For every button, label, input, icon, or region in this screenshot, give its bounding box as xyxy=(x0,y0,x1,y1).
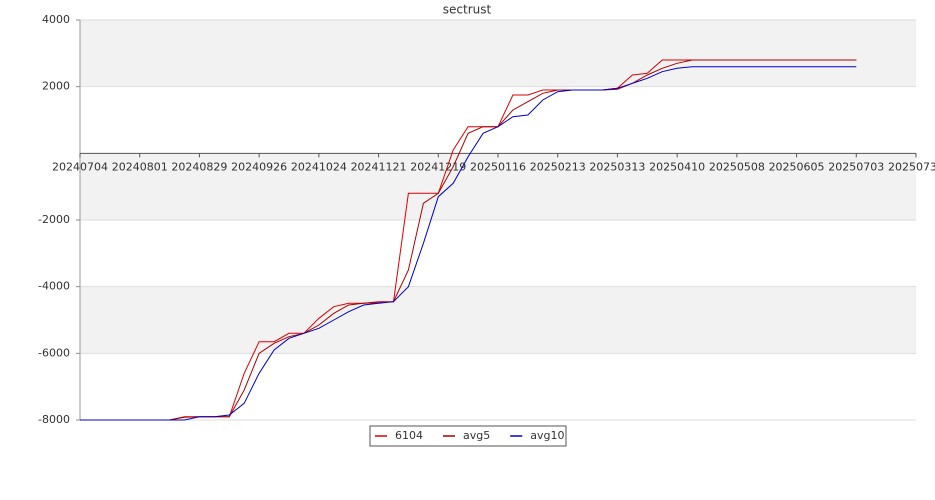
x-tick-label: 20250410 xyxy=(649,160,705,173)
x-tick-label: 20250605 xyxy=(769,160,825,173)
series-line xyxy=(80,59,857,421)
x-tick-label: 20240801 xyxy=(112,160,168,173)
x-tick-label: 20250213 xyxy=(530,160,586,173)
grid-band xyxy=(80,153,916,220)
x-tick-label: 20250116 xyxy=(470,160,526,173)
x-tick-label: 20250703 xyxy=(828,160,884,173)
grid-band xyxy=(80,286,916,354)
y-tick-label: -6000 xyxy=(38,346,70,359)
legend-label: avg5 xyxy=(463,429,490,442)
y-tick-label: 4000 xyxy=(42,13,70,26)
x-tick-label: 20241219 xyxy=(410,160,466,173)
x-tick-label: 20241121 xyxy=(351,160,407,173)
x-tick-label: 20250508 xyxy=(709,160,765,173)
legend-label: avg10 xyxy=(530,429,564,442)
x-tick-label: 20250313 xyxy=(589,160,645,173)
x-tick-label: 20240829 xyxy=(171,160,227,173)
series-line xyxy=(80,66,857,421)
legend: 6104 avg5 avg10 xyxy=(369,425,567,447)
legend-box xyxy=(369,425,567,447)
y-tick-label: 2000 xyxy=(42,80,70,93)
y-tick-label: -2000 xyxy=(38,213,70,226)
y-tick-label: -8000 xyxy=(38,413,70,426)
x-tick-label: 20241024 xyxy=(291,160,347,173)
grid-band xyxy=(80,20,916,87)
x-tick-label: 20240704 xyxy=(52,160,108,173)
chart-title: sectrust xyxy=(443,3,492,17)
legend-label: 6104 xyxy=(395,429,423,442)
x-tick-label: 20240926 xyxy=(231,160,287,173)
series-line xyxy=(80,59,857,421)
x-tick-label: 20250731 xyxy=(888,160,935,173)
y-tick-label: -4000 xyxy=(38,280,70,293)
